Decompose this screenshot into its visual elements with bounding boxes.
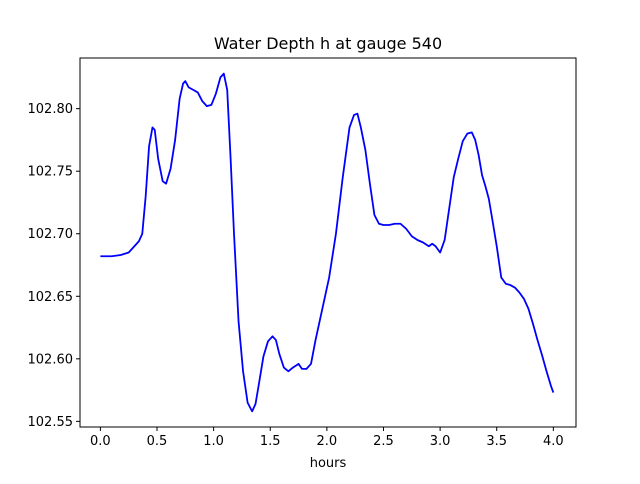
x-tick-label: 1.0: [203, 434, 224, 449]
x-axis-label: hours: [310, 456, 347, 471]
x-tick-label: 0.0: [90, 434, 111, 449]
y-axis: 102.55 102.60 102.65 102.70 102.75 102.80: [28, 102, 80, 430]
series-line: [100, 72, 555, 413]
x-tick-label: 2.5: [373, 434, 394, 449]
y-tick-label: 102.70: [28, 227, 74, 242]
chart-title: Water Depth h at gauge 540: [214, 34, 442, 53]
y-tick-label: 102.75: [28, 165, 74, 180]
x-axis: 0.0 0.5 1.0 1.5 2.0 2.5 3.0 3.5 4.0: [90, 427, 564, 449]
x-tick-label: 4.0: [543, 434, 564, 449]
x-tick-label: 3.0: [430, 434, 451, 449]
plot-area: [79, 57, 577, 428]
x-tick-label: 0.5: [147, 434, 168, 449]
y-tick-label: 102.65: [28, 290, 74, 305]
y-tick-label: 102.80: [28, 102, 74, 117]
x-tick-label: 3.5: [486, 434, 507, 449]
x-tick-label: 2.0: [317, 434, 338, 449]
x-tick-label: 1.5: [260, 434, 281, 449]
y-tick-label: 102.55: [28, 415, 74, 430]
plot-frame: [79, 57, 577, 428]
y-tick-label: 102.60: [28, 352, 74, 367]
